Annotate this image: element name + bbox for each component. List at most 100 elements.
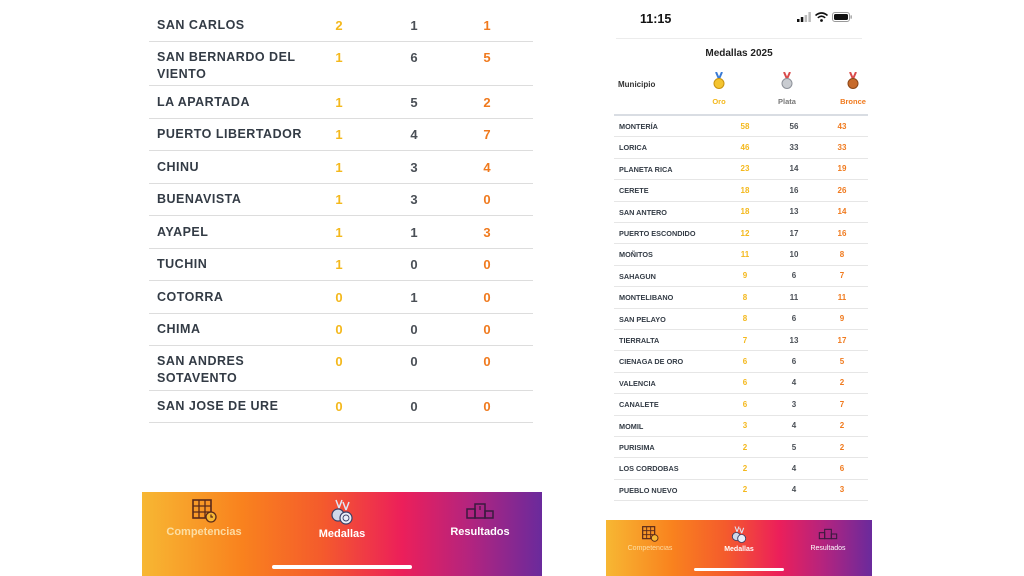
- tab-competencias[interactable]: Competencias: [610, 525, 690, 552]
- municipio-name: TIERRALTA: [619, 336, 660, 345]
- table-row: MOMIL 3 4 2: [614, 416, 868, 437]
- left-phone-screen: SAN CARLOS 2 1 1 SAN BERNARDO DEL VIENTO 1 6 5 L…: [142, 0, 542, 576]
- silver-count: 4: [791, 463, 797, 473]
- gold-count: 6: [742, 356, 748, 366]
- table-row: LOS CORDOBAS 2 4 6: [614, 458, 868, 480]
- bronze-count: 5: [483, 49, 491, 65]
- tab-resultados[interactable]: Resultados: [420, 498, 540, 538]
- bronze-count: 14: [837, 207, 847, 217]
- silver-count: 3: [410, 159, 418, 175]
- header-plata: Plata: [767, 71, 807, 106]
- right-phone-screen: 11:15 Medallas 2025 Municipio: [606, 0, 872, 576]
- municipio-name: MOÑITOS: [619, 250, 653, 260]
- silver-count: 4: [791, 421, 797, 431]
- municipio-name: VALENCIA: [619, 378, 656, 388]
- header-bronce-label: Bronce: [840, 97, 866, 106]
- bronze-count: 7: [839, 271, 845, 281]
- gold-count: 0: [335, 399, 343, 415]
- medals-icon: [731, 526, 747, 543]
- bronze-count: 17: [837, 335, 847, 345]
- silver-count: 0: [410, 322, 418, 338]
- silver-count: 3: [791, 399, 797, 409]
- gold-count: 23: [740, 164, 750, 174]
- gold-count: 1: [335, 224, 343, 240]
- silver-count: 4: [791, 378, 797, 388]
- table-row: BUENAVISTA 1 3 0: [149, 184, 533, 216]
- tab-resultados-label: Resultados: [810, 545, 846, 552]
- silver-count: 13: [789, 207, 799, 217]
- bronze-count: 0: [483, 354, 491, 369]
- silver-count: 3: [410, 192, 418, 208]
- bronze-count: 7: [483, 127, 491, 143]
- gold-count: 58: [740, 121, 750, 131]
- tab-medallas[interactable]: Medallas: [699, 525, 779, 553]
- municipio-name: MONTERÍA: [619, 122, 658, 131]
- silver-count: 10: [789, 249, 799, 259]
- municipio-name: MOMIL: [619, 421, 644, 431]
- bronze-count: 2: [839, 378, 845, 388]
- table-row: TIERRALTA 7 13 17: [614, 330, 868, 352]
- municipio-name: CANALETE: [619, 400, 659, 410]
- tab-medallas-label: Medallas: [724, 546, 754, 553]
- podium-icon: [466, 503, 494, 519]
- silver-count: 6: [791, 271, 797, 281]
- tab-medallas[interactable]: Medallas: [282, 498, 402, 540]
- table-row: MONTELIBANO 8 11 11: [614, 287, 868, 309]
- header-divider: [616, 38, 862, 39]
- bronze-count: 19: [837, 164, 847, 174]
- silver-count: 0: [410, 257, 418, 273]
- table-header: Municipio Oro Plata Bronce: [606, 70, 872, 110]
- municipio-name: AYAPEL: [157, 224, 209, 239]
- gold-count: 0: [335, 354, 343, 369]
- bronze-count: 26: [837, 185, 847, 195]
- municipio-name: SAN CARLOS: [157, 17, 245, 32]
- gold-count: 1: [335, 94, 343, 110]
- table-row: MOÑITOS 11 10 8: [614, 244, 868, 266]
- calendar-grid-icon: [192, 499, 217, 523]
- bronze-count: 43: [837, 121, 847, 131]
- bronze-count: 8: [839, 249, 845, 259]
- table-row: SAN PELAYO 8 6 9: [614, 309, 868, 330]
- silver-count: 16: [789, 185, 799, 195]
- page-title: Medallas 2025: [705, 48, 773, 59]
- tab-competencias[interactable]: Competencias: [144, 498, 264, 538]
- table-row: PUEBLO NUEVO 2 4 3: [614, 480, 868, 502]
- gold-count: 7: [742, 335, 748, 345]
- municipio-name: CHINU: [157, 159, 200, 174]
- home-indicator[interactable]: [694, 568, 784, 571]
- silver-count: 1: [410, 224, 418, 240]
- municipio-name: LORICA: [619, 143, 647, 153]
- table-row: CANALETE 6 3 7: [614, 394, 868, 416]
- medals-icon: [331, 499, 353, 525]
- tab-resultados[interactable]: Resultados: [788, 525, 868, 552]
- municipio-name: LOS CORDOBAS: [619, 464, 679, 474]
- municipio-name: SAN ANTERO: [619, 207, 667, 217]
- municipio-name: SAHAGUN: [619, 271, 656, 281]
- silver-count: 13: [789, 335, 799, 345]
- gold-count: 1: [335, 192, 343, 208]
- bronze-count: 5: [839, 356, 845, 366]
- home-indicator[interactable]: [272, 565, 412, 569]
- tab-medallas-label: Medallas: [318, 528, 366, 540]
- tab-competencias-label: Competencias: [166, 526, 242, 538]
- table-row: CHIMA 0 0 0: [149, 314, 533, 346]
- gold-count: 0: [335, 322, 343, 338]
- silver-count: 6: [791, 356, 797, 366]
- gold-count: 2: [335, 17, 343, 33]
- gold-count: 1: [335, 159, 343, 175]
- status-time: 11:15: [640, 12, 672, 26]
- bronze-count: 33: [837, 142, 847, 152]
- gold-count: 6: [742, 399, 748, 409]
- table-row: SAN ANDRES SOTAVENTO 0 0 0: [149, 346, 533, 391]
- silver-count: 1: [410, 17, 418, 33]
- gold-count: 1: [335, 49, 343, 65]
- table-row: CERETE 18 16 26: [614, 180, 868, 202]
- silver-count: 1: [410, 289, 418, 305]
- municipio-name: CERETE: [619, 186, 649, 196]
- municipio-name: BUENAVISTA: [157, 192, 242, 207]
- municipio-name: PUERTO ESCONDIDO: [619, 229, 696, 238]
- silver-count: 11: [789, 292, 799, 302]
- municipio-name: SAN BERNARDO DEL VIENTO: [157, 49, 296, 81]
- gold-count: 2: [742, 442, 748, 452]
- table-row: PURISIMA 2 5 2: [614, 437, 868, 459]
